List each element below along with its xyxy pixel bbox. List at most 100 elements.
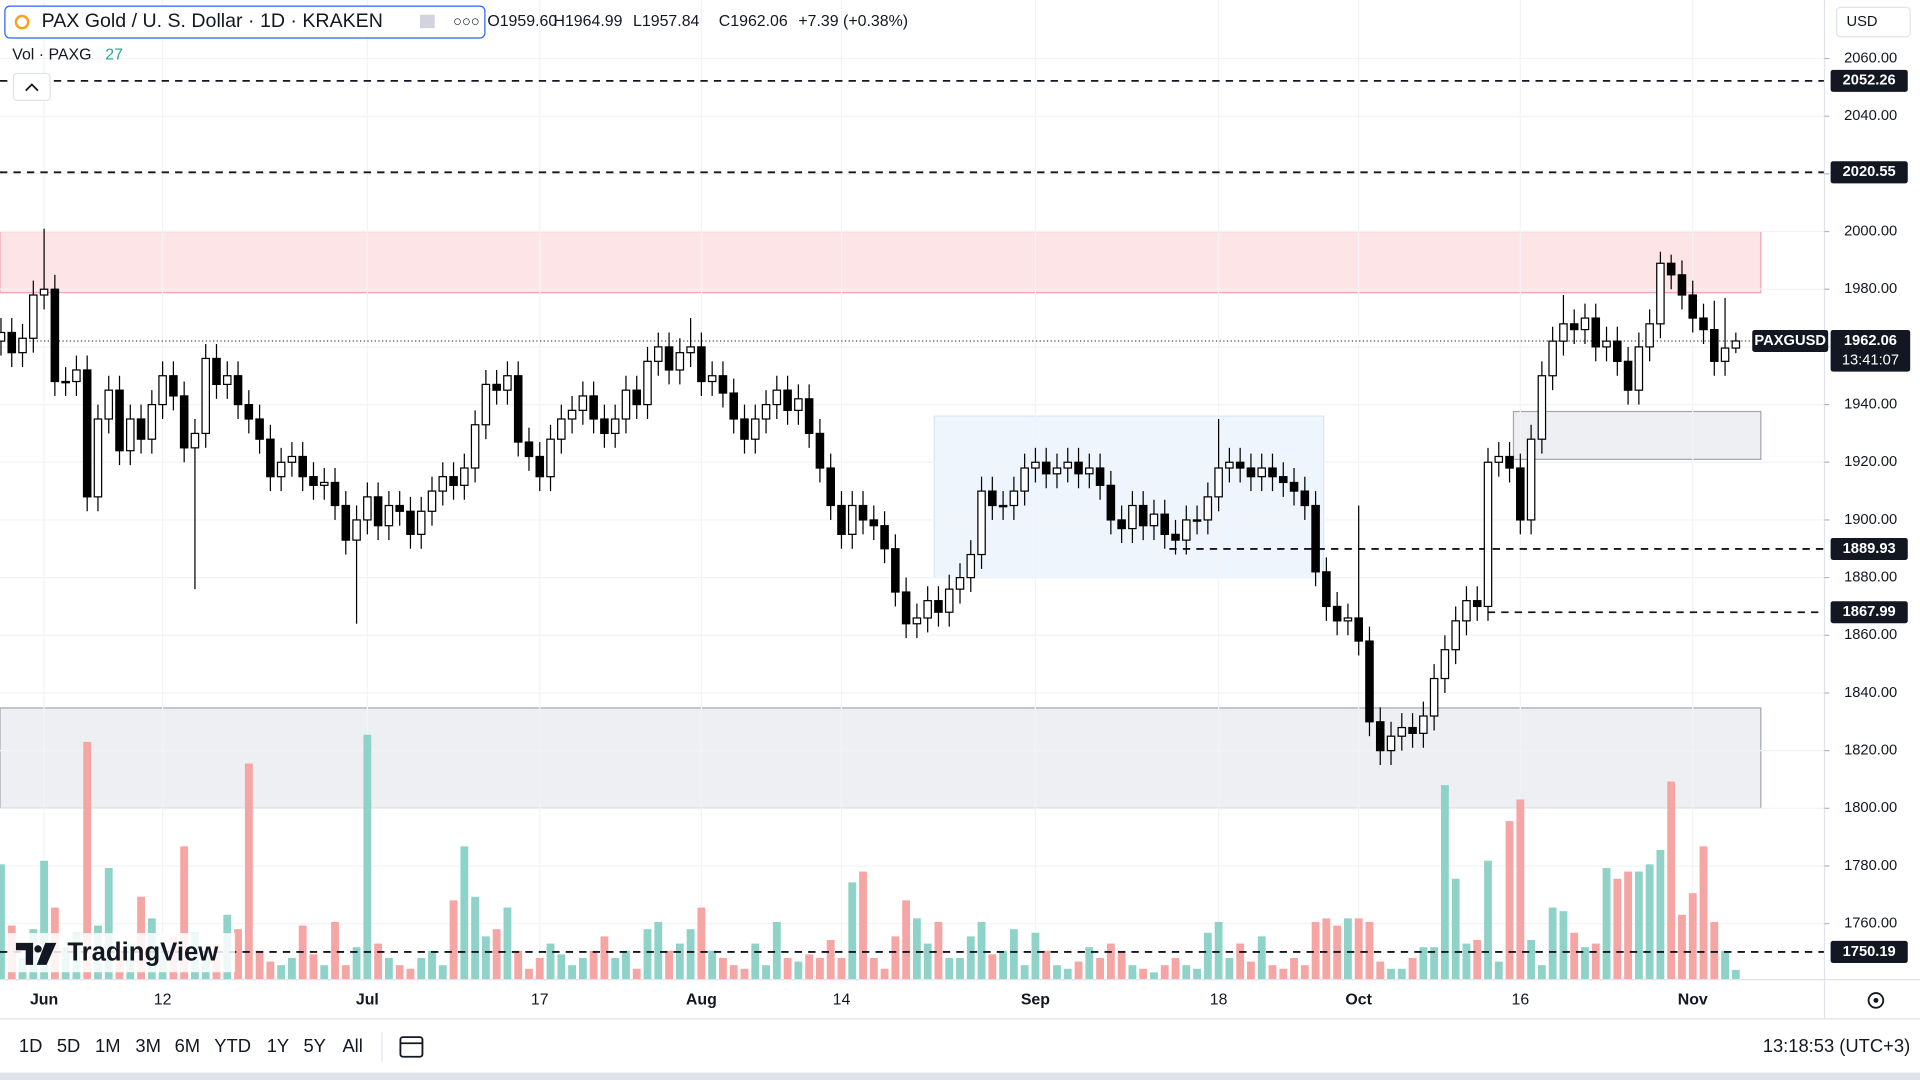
volume-bar bbox=[1624, 871, 1632, 980]
volume-bar bbox=[277, 965, 286, 980]
y-tick-label: 1880.00 bbox=[1844, 569, 1897, 585]
candle-body bbox=[1181, 519, 1191, 541]
candle-body bbox=[837, 504, 846, 535]
level-label-box bbox=[1830, 537, 1908, 560]
x-tick-label: Jun bbox=[30, 992, 58, 1009]
volume-bar bbox=[503, 907, 512, 980]
candle-body bbox=[1548, 340, 1557, 377]
candle-body bbox=[18, 337, 27, 354]
volume-bar bbox=[341, 965, 350, 980]
candle-body bbox=[373, 496, 383, 527]
volume-bar bbox=[1634, 871, 1643, 980]
candle-body bbox=[1602, 340, 1611, 348]
volume-bar bbox=[449, 900, 458, 980]
volume-bar bbox=[1516, 799, 1525, 980]
volume-bar bbox=[1559, 911, 1568, 980]
volume-bar bbox=[1440, 785, 1449, 980]
candle-body bbox=[1009, 490, 1019, 507]
price-label-box bbox=[1830, 329, 1911, 372]
volume-bar bbox=[374, 943, 383, 980]
volume-bar bbox=[1408, 957, 1417, 980]
candle-body bbox=[503, 375, 512, 391]
grid bbox=[0, 0, 1825, 980]
level-label-box bbox=[1830, 69, 1908, 92]
candle-body bbox=[449, 476, 458, 486]
level-label: 1867.99 bbox=[1843, 604, 1896, 620]
y-tick-label: 2000.00 bbox=[1844, 223, 1897, 239]
candle-body bbox=[352, 519, 361, 541]
candle-body bbox=[750, 418, 760, 440]
volume-bar bbox=[40, 860, 48, 980]
volume-label: Vol · PAXG bbox=[12, 46, 91, 63]
candle-body bbox=[1666, 262, 1676, 276]
volume-bar bbox=[255, 950, 264, 980]
volume-bar bbox=[923, 943, 932, 980]
volume-bar bbox=[1645, 864, 1654, 980]
candle-body bbox=[39, 288, 49, 296]
candle-body bbox=[664, 346, 674, 371]
volume-bar bbox=[1300, 965, 1309, 980]
range-button[interactable]: 3M bbox=[135, 1035, 161, 1056]
ohlc-open: O1959.60 bbox=[487, 13, 557, 30]
candle-body bbox=[1063, 461, 1073, 469]
candle-body bbox=[136, 418, 146, 440]
candle-body bbox=[869, 519, 879, 527]
candle-body bbox=[1472, 600, 1482, 608]
range-button[interactable]: 5D bbox=[57, 1035, 80, 1056]
volume-bar bbox=[578, 957, 587, 980]
range-button[interactable]: 1M bbox=[95, 1035, 121, 1056]
volume-bar bbox=[1527, 939, 1536, 980]
candle-body bbox=[1677, 274, 1687, 296]
volume-bar bbox=[438, 965, 447, 980]
candle-body bbox=[395, 504, 404, 512]
candle-body bbox=[589, 395, 598, 420]
time-axis: Jun 12 Jul 17 Aug 14 Sep 18 Oct 16 Nov bbox=[30, 992, 1708, 1009]
x-tick-label: 14 bbox=[833, 992, 851, 1009]
settings-icon[interactable] bbox=[1867, 992, 1885, 1009]
collapse-button[interactable] bbox=[12, 72, 51, 102]
volume-bar bbox=[1365, 921, 1374, 980]
candle-body bbox=[1365, 640, 1374, 723]
volume-bar bbox=[1009, 929, 1018, 980]
candle-body bbox=[233, 375, 243, 406]
volume-bar bbox=[0, 864, 5, 980]
volume-bar bbox=[1419, 947, 1428, 980]
candle-body bbox=[158, 375, 167, 406]
candle-body bbox=[815, 432, 825, 469]
range-button[interactable]: All bbox=[342, 1035, 362, 1056]
candle-body bbox=[309, 476, 318, 486]
candle-body bbox=[1235, 461, 1245, 469]
volume-bar bbox=[1225, 957, 1234, 980]
date-range-icon[interactable] bbox=[399, 1036, 424, 1058]
x-tick-label: Jul bbox=[356, 992, 379, 1009]
volume-bar bbox=[1128, 965, 1137, 980]
volume-bar bbox=[514, 950, 523, 980]
candle-body bbox=[1483, 461, 1493, 608]
candle-body bbox=[1569, 323, 1579, 331]
y-tick-label: 1820.00 bbox=[1844, 743, 1897, 759]
candle-body bbox=[934, 600, 943, 613]
currency-button[interactable] bbox=[1836, 6, 1911, 38]
volume-bar bbox=[1085, 947, 1094, 980]
volume-bar bbox=[1203, 932, 1212, 980]
range-button[interactable]: 6M bbox=[175, 1035, 201, 1056]
volume-bar bbox=[826, 939, 835, 980]
range-button[interactable]: YTD bbox=[214, 1035, 251, 1056]
candle-body bbox=[1095, 467, 1105, 486]
range-button[interactable]: 1Y bbox=[267, 1035, 289, 1056]
symbol-box[interactable] bbox=[4, 5, 486, 39]
candle-body bbox=[546, 438, 555, 478]
volume-bar bbox=[740, 968, 749, 980]
more-icon[interactable]: ○○○ bbox=[453, 14, 480, 30]
volume-bar bbox=[1710, 921, 1719, 980]
volume-bar bbox=[309, 954, 318, 980]
settings-icon-dot bbox=[1873, 997, 1879, 1003]
range-button[interactable]: 1D bbox=[19, 1035, 42, 1056]
candle-body bbox=[1613, 340, 1622, 362]
range-button[interactable]: 5Y bbox=[303, 1035, 325, 1056]
symbol-label: PAXGUSD bbox=[1754, 333, 1826, 349]
candle-body bbox=[1192, 519, 1202, 522]
x-tick-label: 17 bbox=[531, 992, 549, 1009]
candle-body bbox=[1225, 461, 1234, 469]
candle-body bbox=[1128, 504, 1137, 530]
